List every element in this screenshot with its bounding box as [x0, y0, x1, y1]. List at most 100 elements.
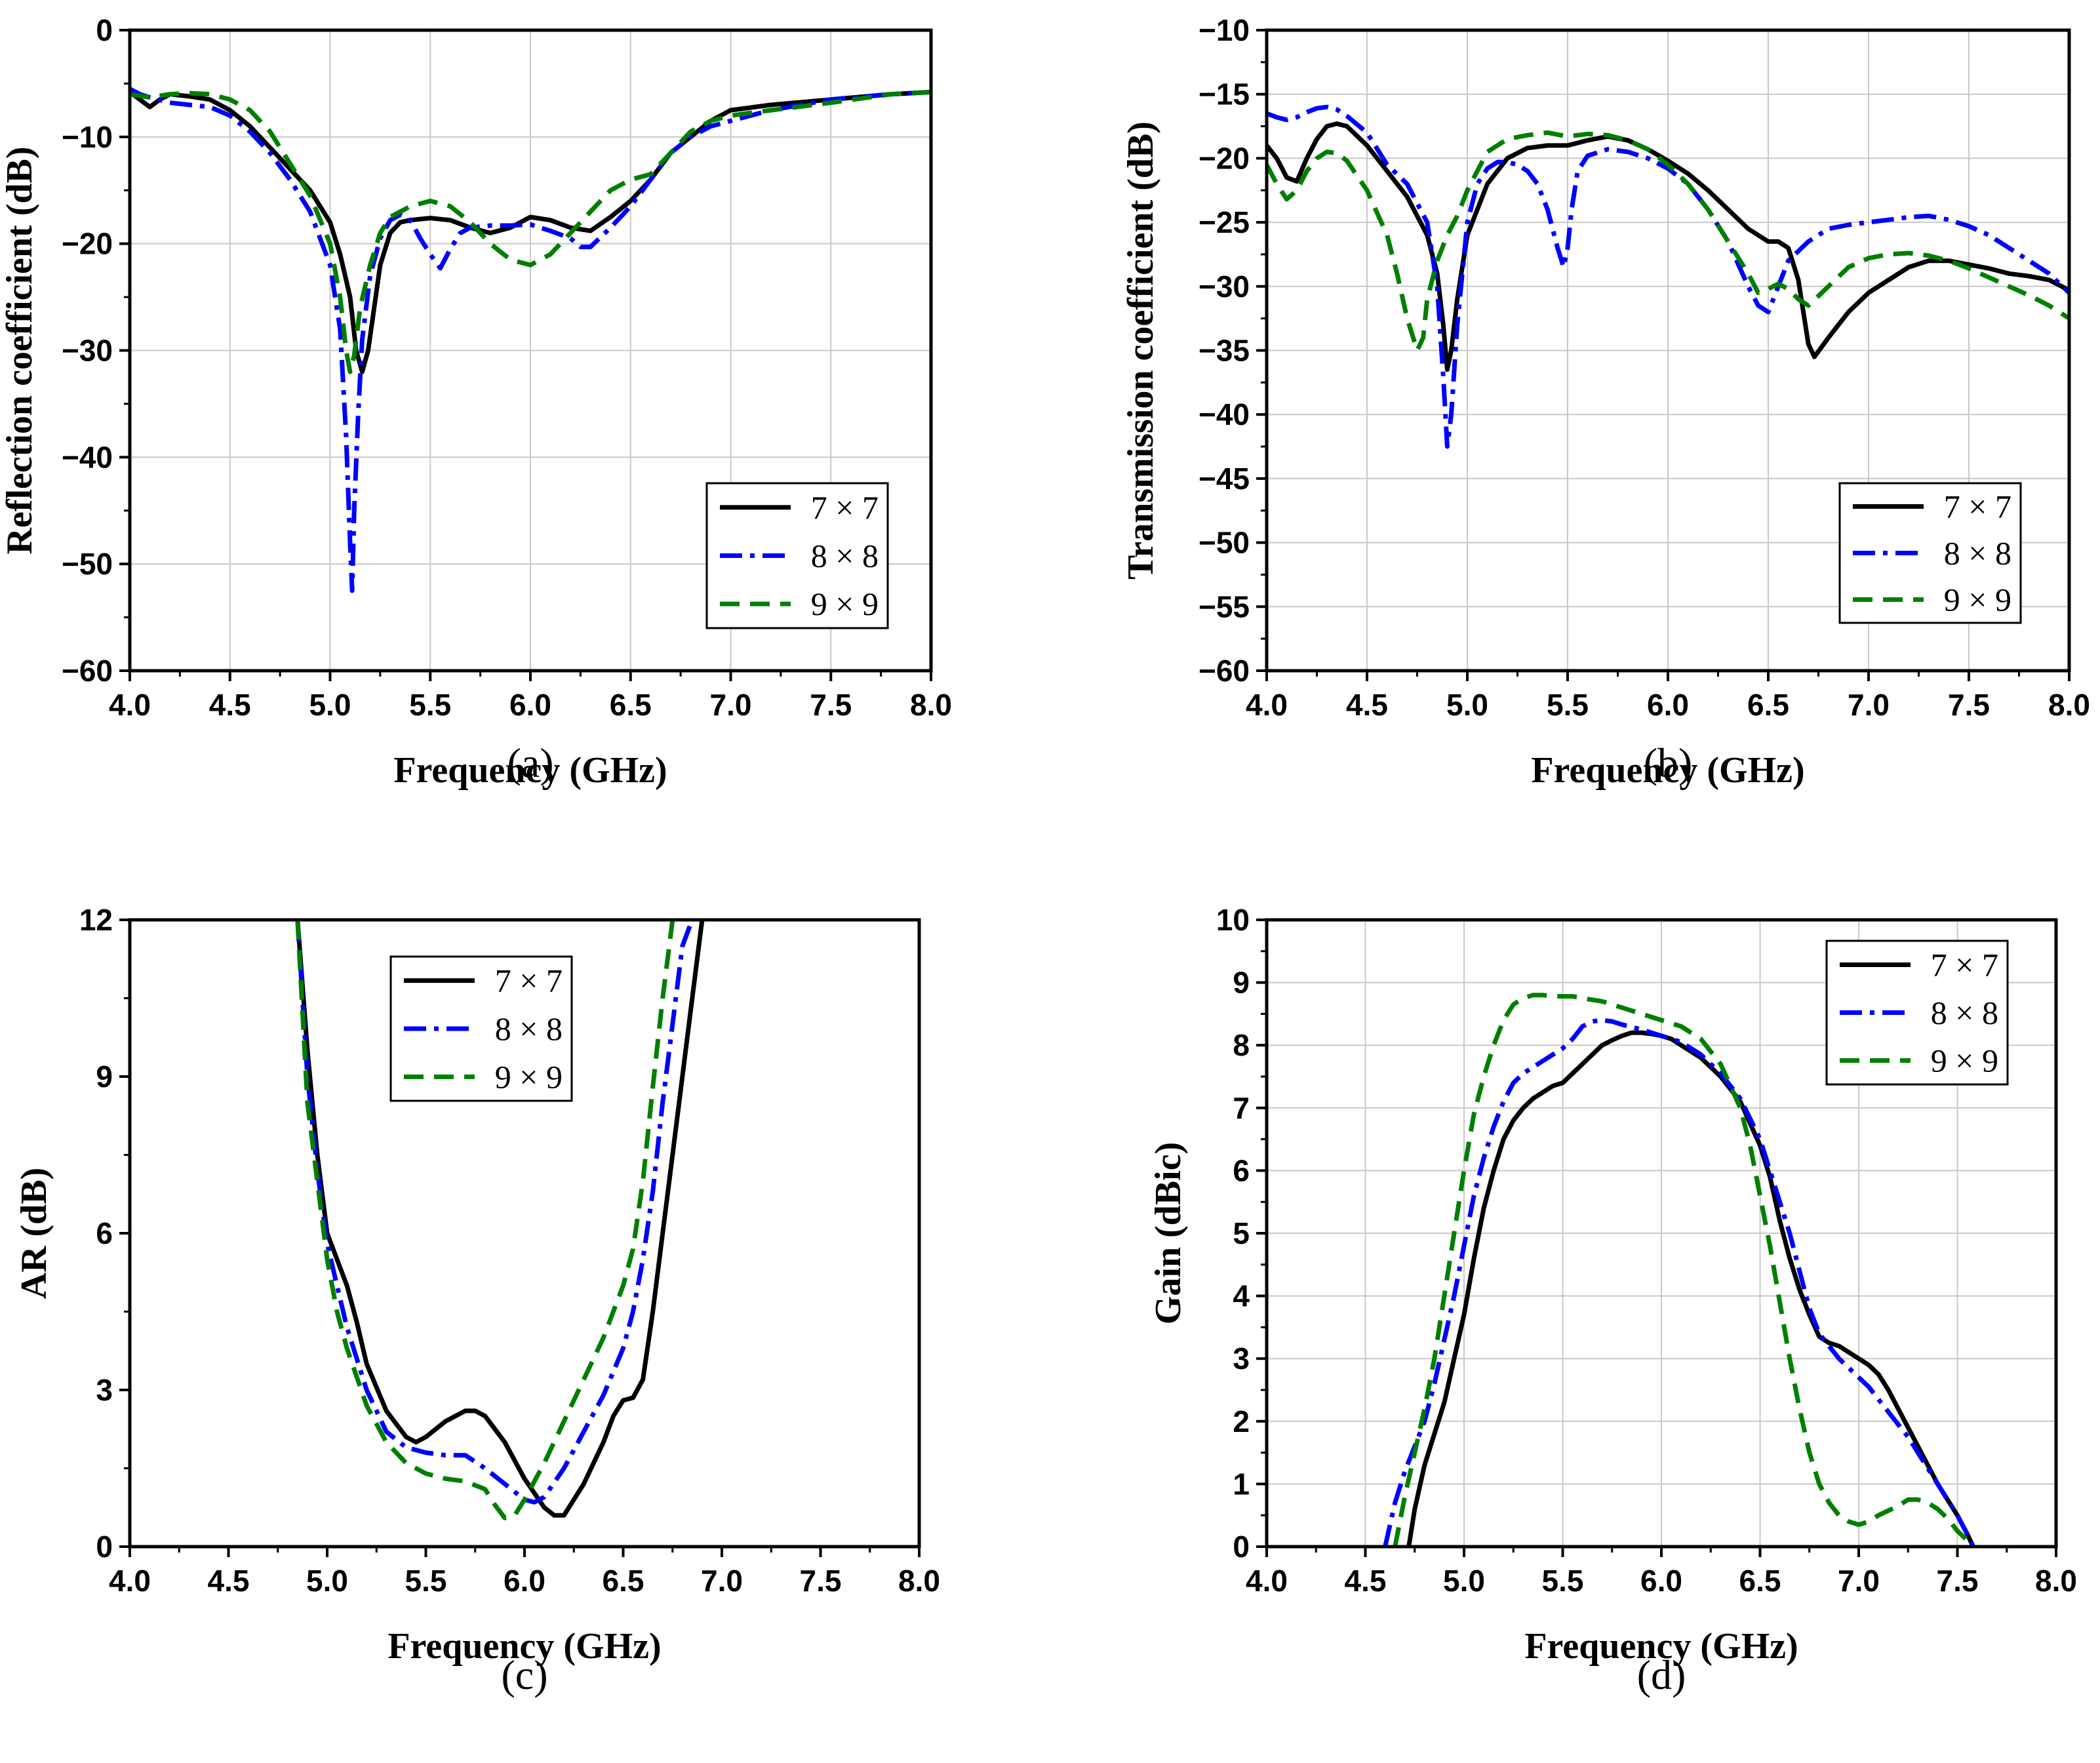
y-tick-label: −50	[62, 547, 113, 581]
y-tick-label: 9	[1233, 966, 1250, 1000]
legend-label: 9 × 9	[1944, 582, 2011, 618]
x-tick-label: 8.0	[910, 688, 952, 722]
y-tick-label: 8	[1233, 1028, 1250, 1062]
x-tick-label: 5.0	[1446, 688, 1488, 722]
y-tick-label: −25	[1199, 205, 1250, 239]
y-axis-title: Transmission coefficient (dB)	[1120, 121, 1161, 580]
y-tick-label: −30	[62, 334, 113, 368]
y-tick-label: 1	[1233, 1467, 1250, 1501]
x-tick-label: 4.5	[208, 1564, 250, 1598]
y-tick-label: 0	[1233, 1530, 1250, 1564]
y-tick-label: −15	[1199, 77, 1250, 111]
y-axis-title: Gain (dBic)	[1148, 1142, 1189, 1324]
x-tick-label: 6.5	[1747, 688, 1789, 722]
x-tick-label: 6.0	[1647, 688, 1689, 722]
x-tick-label: 7.5	[810, 688, 852, 722]
x-tick-label: 4.5	[1345, 1564, 1387, 1598]
y-tick-label: 6	[96, 1216, 113, 1250]
x-tick-label: 6.0	[509, 688, 551, 722]
panel-d: 4.0 4.5 5.0 5.5 6.0 6.5 7.0 7.5 8.0 0 1 2 3 4 5 6 7 8 9 10 F…	[1148, 903, 2077, 1698]
y-tick-label: 0	[96, 13, 113, 47]
x-tick-label: 7.0	[1838, 1564, 1880, 1598]
series-line-a-9x9	[130, 89, 931, 374]
y-tick-label: −20	[1199, 141, 1250, 175]
x-tick-label: 4.5	[1346, 688, 1388, 722]
y-tick-label: −10	[1199, 13, 1250, 47]
y-tick-label: −60	[62, 654, 113, 688]
y-tick-label: 3	[96, 1373, 113, 1407]
panel-label: (a)	[507, 740, 553, 786]
y-tick-label: 12	[79, 903, 113, 937]
x-axis-title: Frequency (GHz)	[1524, 1626, 1798, 1667]
x-tick-label: 4.0	[1246, 688, 1288, 722]
panel-label: (b)	[1644, 740, 1693, 786]
x-tick-label: 5.5	[1542, 1564, 1584, 1598]
x-tick-label: 7.5	[1948, 688, 1990, 722]
x-axis-title: Frequency (GHz)	[387, 1626, 661, 1667]
x-tick-label: 8.0	[898, 1564, 940, 1598]
x-tick-label: 4.5	[209, 688, 251, 722]
legend-label: 8 × 8	[811, 538, 879, 574]
legend-label: 7 × 7	[811, 489, 879, 526]
x-tick-label: 5.0	[306, 1564, 348, 1598]
series-line-b-9x9	[1267, 130, 2069, 353]
gridlines	[130, 30, 931, 671]
panel-label: (d)	[1637, 1652, 1686, 1698]
x-tick-label: 4.0	[109, 688, 151, 722]
y-tick-label: −45	[1199, 462, 1250, 496]
legend: 7 × 7 8 × 8 9 × 9	[705, 482, 889, 629]
x-tick-label: 4.0	[1246, 1564, 1288, 1598]
series-line-c-8x8	[295, 920, 695, 1505]
y-tick-label: −40	[62, 440, 113, 474]
legend-label: 8 × 8	[495, 1010, 563, 1047]
legend-label: 7 × 7	[1931, 947, 1998, 983]
x-tick-label: 5.0	[1443, 1564, 1485, 1598]
x-tick-label: 7.5	[800, 1564, 842, 1598]
x-tick-label: 7.5	[1937, 1564, 1979, 1598]
x-tick-label: 7.0	[701, 1564, 743, 1598]
series-line-b-8x8	[1267, 104, 2069, 449]
y-tick-label: 5	[1233, 1216, 1250, 1250]
x-axis-title: Frequency (GHz)	[1531, 750, 1804, 791]
y-tick-label: 2	[1233, 1404, 1250, 1438]
x-tick-label: 6.5	[610, 688, 652, 722]
x-tick-label: 5.5	[409, 688, 451, 722]
x-tick-label: 5.0	[309, 688, 351, 722]
series-line-c-9x9	[295, 920, 675, 1520]
legend-label: 9 × 9	[495, 1058, 563, 1095]
y-tick-label: −40	[1199, 397, 1250, 431]
legend-label: 9 × 9	[811, 585, 879, 622]
y-tick-label: −60	[1199, 654, 1250, 688]
x-tick-label: 5.5	[1547, 688, 1589, 722]
y-tick-label: 3	[1233, 1341, 1250, 1376]
legend-label: 8 × 8	[1944, 535, 2011, 572]
x-tick-label: 6.5	[603, 1564, 644, 1598]
y-tick-label: −35	[1199, 334, 1250, 368]
panel-b: 4.0 4.5 5.0 5.5 6.0 6.5 7.0 7.5 8.0 −60 −55 −50 −45 −…	[1120, 13, 2090, 791]
y-tick-label: −30	[1199, 269, 1250, 304]
panel-label: (c)	[501, 1652, 547, 1698]
legend: 7 × 7 8 × 8 9 × 9	[389, 955, 573, 1102]
x-tick-label: 7.0	[710, 688, 752, 722]
y-tick-label: 10	[1216, 903, 1250, 937]
y-tick-label: 9	[96, 1060, 113, 1094]
legend-label: 7 × 7	[1944, 488, 2011, 525]
x-tick-label: 6.0	[1640, 1564, 1682, 1598]
y-tick-label: 0	[96, 1530, 113, 1564]
y-tick-label: −55	[1199, 589, 1250, 624]
panel-a: 4.0 4.5 5.0 5.5 6.0 6.5 7.0 7.5 8.0 −60 −50 −40 −30 −…	[0, 13, 952, 791]
y-tick-label: −50	[1199, 526, 1250, 560]
series-line-d-9x9	[1393, 993, 1975, 1547]
x-tick-label: 4.0	[109, 1564, 151, 1598]
y-tick-label: 4	[1233, 1279, 1250, 1313]
legend: 7 × 7 8 × 8 9 × 9	[1825, 940, 2009, 1086]
x-tick-label: 8.0	[2035, 1564, 2077, 1598]
series-line-d-8x8	[1383, 1018, 1975, 1547]
legend-label: 7 × 7	[495, 962, 563, 999]
y-tick-label: 6	[1233, 1153, 1250, 1187]
y-tick-label: −10	[62, 120, 113, 154]
x-tick-label: 7.0	[1848, 688, 1890, 722]
x-tick-label: 6.5	[1739, 1564, 1781, 1598]
legend: 7 × 7 8 × 8 9 × 9	[1838, 482, 2022, 624]
